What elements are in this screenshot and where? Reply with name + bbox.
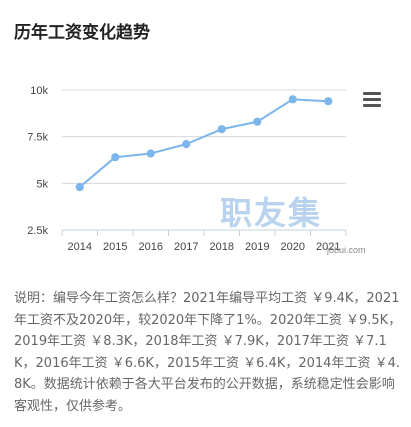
- x-tick-label: 2015: [103, 241, 127, 253]
- data-point: [217, 125, 226, 134]
- x-tick-label: 2018: [210, 241, 234, 253]
- x-tick-label: 2021: [316, 241, 340, 253]
- hamburger-menu-icon[interactable]: [363, 92, 381, 108]
- x-tick-label: 2014: [68, 241, 92, 253]
- data-point: [324, 97, 333, 106]
- watermark-url: jobui.com: [327, 245, 366, 255]
- line-chart: 2.5k 5k 7.5k 10k 2014 2015 2016 2017 2018 2019 202…: [27, 85, 347, 253]
- page-title: 历年工资变化趋势: [14, 23, 150, 43]
- data-point: [253, 117, 262, 126]
- series-line: [78, 98, 330, 189]
- salary-description: 说明：编导今年工资怎么样？2021年编导平均工资 ￥9.4K，2021年工资不及…: [14, 291, 402, 414]
- chart-area: 2.5k 5k 7.5k 10k 2014 2015 2016 2017 2018 2019 202…: [0, 62, 411, 272]
- watermark-logo: 职友集: [220, 194, 323, 232]
- y-tick-label: 10k: [30, 85, 48, 97]
- data-point: [75, 182, 84, 192]
- y-tick-label: 2.5k: [27, 225, 48, 237]
- y-tick-label: 5k: [36, 178, 48, 190]
- data-point: [146, 149, 155, 158]
- x-tick-label: 2019: [245, 241, 269, 253]
- data-point: [111, 153, 120, 162]
- x-tick-label: 2020: [281, 241, 305, 253]
- data-point: [288, 95, 297, 104]
- x-tick-label: 2016: [139, 241, 163, 253]
- data-point: [182, 140, 191, 149]
- x-tick-label: 2017: [174, 241, 198, 253]
- y-tick-label: 7.5k: [27, 132, 48, 144]
